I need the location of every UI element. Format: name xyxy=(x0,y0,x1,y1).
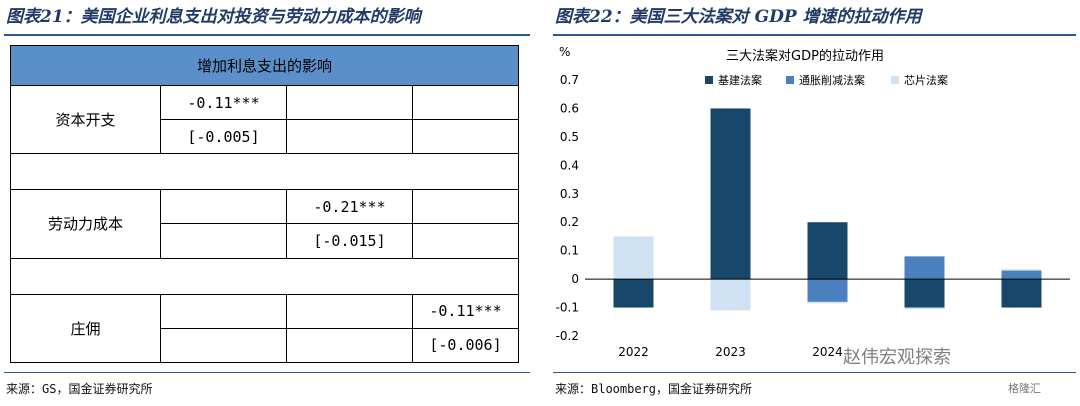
bar-segment xyxy=(710,108,751,280)
table-header: 增加利息支出的影响 xyxy=(9,45,520,86)
capex-se: [-0.005] xyxy=(160,119,287,155)
y-tick-label: 0 xyxy=(571,272,579,286)
x-tick-label: 2022 xyxy=(618,345,649,359)
right-figure-title: 图表22：美国三大法案对 GDP 增速的拉动作用 xyxy=(555,7,922,27)
legend-swatch xyxy=(891,76,899,84)
empty-cell xyxy=(286,327,413,364)
empty-cell xyxy=(160,293,287,329)
gdp-contribution-chart: 三大法案对GDP的拉动作用% 0.7 0.6 0.5 0.4 0.3 0.2 0.1 0 -0.1… xyxy=(556,45,1070,359)
y-tick-label: 0.3 xyxy=(560,187,579,201)
left-source: 来源：GS，国金证券研究所 xyxy=(6,382,153,396)
empty-cell xyxy=(160,327,287,364)
labor-coef: -0.21*** xyxy=(286,189,413,225)
row-label-capex: 资本开支 xyxy=(10,84,161,155)
y-tick-label: 0.6 xyxy=(560,101,579,115)
legend-swatch xyxy=(786,76,794,84)
bar-segment xyxy=(613,279,654,308)
bar-segment xyxy=(710,279,751,311)
bar-segment xyxy=(807,301,848,304)
bar-segment xyxy=(1001,270,1042,280)
legend-label: 芯片法案 xyxy=(904,73,948,87)
y-tick-label: 0.1 xyxy=(560,244,579,258)
employment-se: [-0.006] xyxy=(411,327,520,364)
bar-segment xyxy=(807,222,848,280)
right-bottom-rule xyxy=(553,372,1076,373)
watermark-text: 赵伟宏观探索 xyxy=(843,347,951,368)
x-tick-label: 2024 xyxy=(812,345,843,359)
capex-coef: -0.11*** xyxy=(160,84,287,121)
spacer-row xyxy=(9,257,520,295)
interest-impact-table: 增加利息支出的影响 资本开支 -0.11*** [-0.005] 劳动力成本 -… xyxy=(9,45,520,364)
row-label-employment: 庄佣 xyxy=(10,293,161,364)
y-tick-label: 0.5 xyxy=(560,130,579,144)
legend-label: 通胀削减法案 xyxy=(799,73,865,87)
right-source: 来源：Bloomberg，国金证券研究所 xyxy=(555,382,753,396)
employment-coef: -0.11*** xyxy=(411,293,520,329)
empty-cell xyxy=(411,223,520,259)
y-tick-label: 0.2 xyxy=(560,215,579,229)
bar-segment xyxy=(904,256,945,280)
empty-cell xyxy=(286,293,413,329)
empty-cell xyxy=(411,119,520,155)
y-tick-label: 0.7 xyxy=(560,73,579,87)
empty-cell xyxy=(411,84,520,121)
left-bottom-rule xyxy=(4,372,530,373)
bar-segment xyxy=(807,279,848,302)
y-axis-label: % xyxy=(559,45,570,59)
empty-cell xyxy=(411,189,520,225)
empty-cell xyxy=(286,119,413,155)
bar-segment xyxy=(1001,269,1042,271)
left-top-rule xyxy=(4,34,530,36)
row-label-labor: 劳动力成本 xyxy=(10,189,161,259)
watermark-logo-text: 格隆汇 xyxy=(1008,382,1041,395)
spacer-row xyxy=(9,153,520,191)
right-top-rule xyxy=(553,34,1076,36)
y-tick-label: -0.2 xyxy=(556,329,579,343)
x-tick-label: 2023 xyxy=(715,345,746,359)
y-tick-label: -0.1 xyxy=(556,301,579,315)
empty-cell xyxy=(160,189,287,225)
left-figure-title: 图表21：美国企业利息支出对投资与劳动力成本的影响 xyxy=(6,7,421,27)
bar-segment xyxy=(1001,279,1042,308)
bar-segment xyxy=(904,279,945,308)
empty-cell xyxy=(286,84,413,121)
empty-cell xyxy=(160,223,287,259)
labor-se: [-0.015] xyxy=(286,223,413,259)
bar-segment xyxy=(613,236,654,280)
legend-label: 基建法案 xyxy=(718,73,762,87)
bar-segment xyxy=(904,307,945,309)
y-tick-label: 0.4 xyxy=(560,158,579,172)
chart-title: 三大法案对GDP的拉动作用 xyxy=(726,48,884,64)
legend-swatch xyxy=(705,76,713,84)
